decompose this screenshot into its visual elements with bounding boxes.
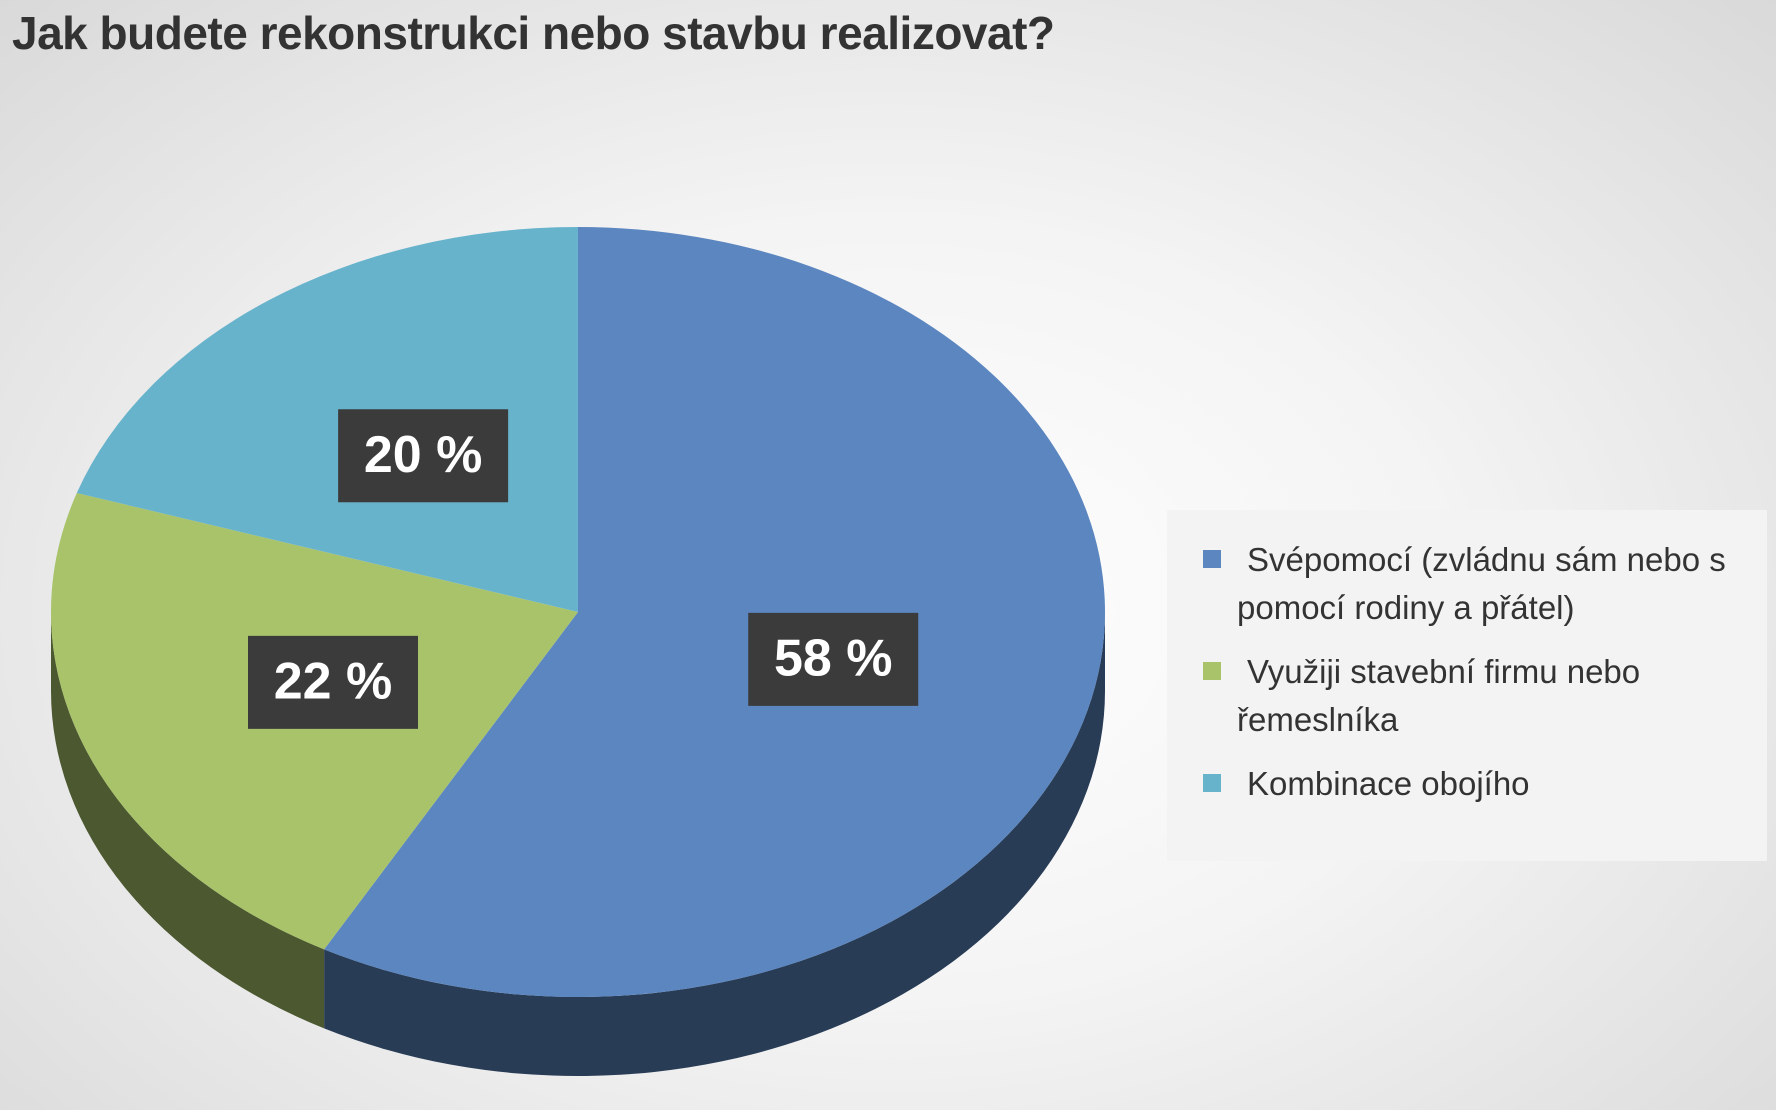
legend-item: Kombinace obojího	[1187, 760, 1749, 808]
data-label-box	[248, 635, 419, 729]
slice-side	[51, 612, 325, 1029]
slice-side	[324, 612, 1105, 1076]
legend-item: Využiji stavební firmu nebo řemeslníka	[1187, 648, 1749, 744]
chart: 58 % 22 % 20 %	[51, 227, 1106, 1076]
slice	[76, 227, 578, 612]
legend-label: Využiji stavební firmu nebo řemeslníka	[1237, 653, 1641, 738]
data-label-box	[748, 612, 919, 706]
slice	[324, 227, 1106, 997]
data-label: 20 %	[364, 426, 483, 484]
legend-item: Svépomocí (zvládnu sám nebo s pomocí rod…	[1187, 536, 1749, 632]
chart-title: Jak budete rekonstrukci nebo stavbu real…	[12, 7, 1055, 59]
data-label: 58 %	[774, 630, 893, 688]
legend-label: Kombinace obojího	[1247, 765, 1530, 802]
legend-swatch	[1203, 550, 1221, 568]
data-label: 22 %	[274, 653, 393, 711]
legend-swatch	[1203, 662, 1221, 680]
data-label-box	[338, 409, 509, 503]
legend: Svépomocí (zvládnu sám nebo s pomocí rod…	[1167, 510, 1767, 861]
legend-label: Svépomocí (zvládnu sám nebo s pomocí rod…	[1237, 541, 1726, 626]
legend-swatch	[1203, 774, 1221, 792]
